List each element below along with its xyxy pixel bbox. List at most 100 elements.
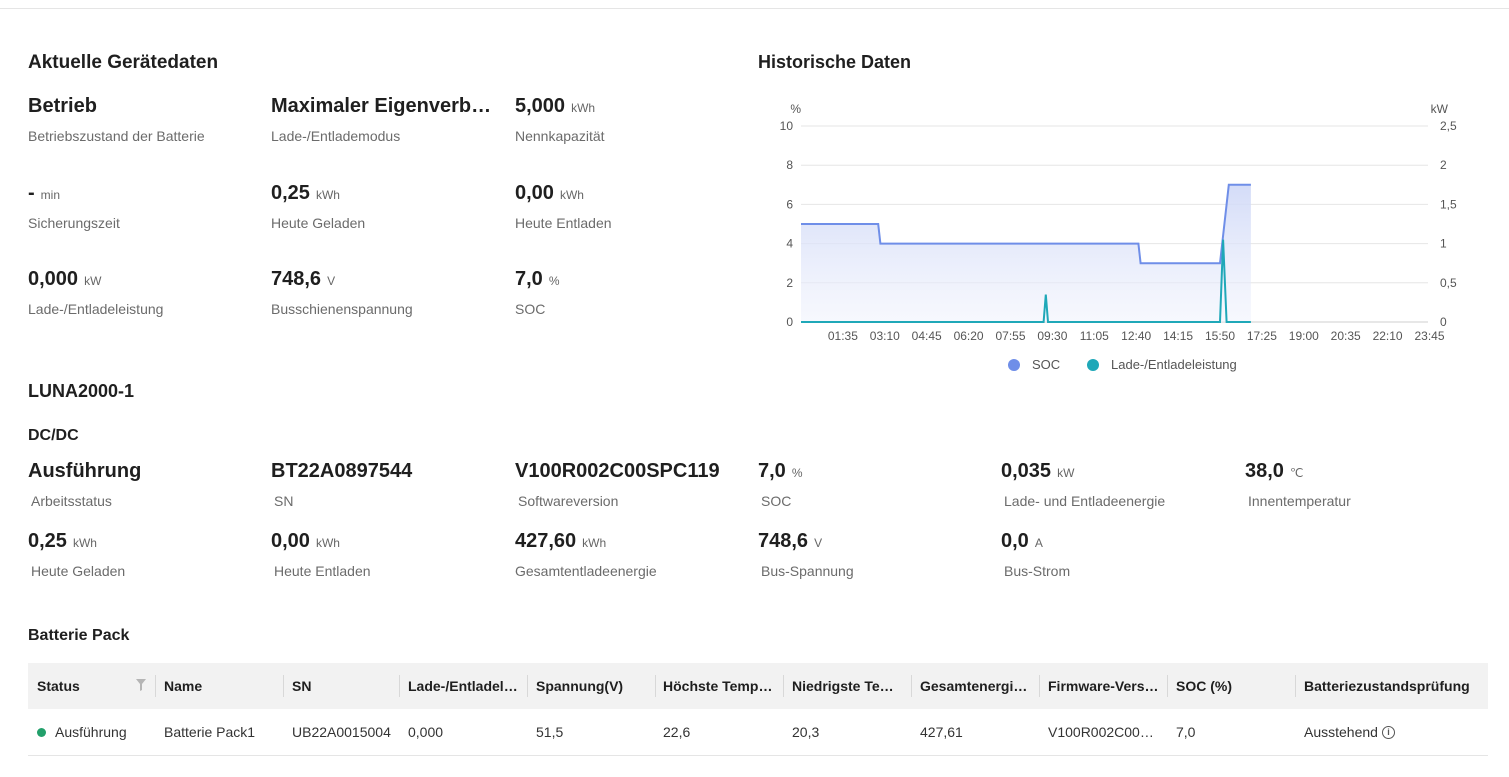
table-row[interactable]: Ausführung Batterie Pack1 UB22A0015004 0… (28, 709, 1488, 756)
y-right-tick-label: 0 (1440, 315, 1447, 329)
metric-rated-capacity: 5,000 kWh Nennkapazität (515, 95, 605, 144)
column-divider (911, 675, 912, 697)
device-metric-energy: 0,035 kW Lade- und Entladeenergie (1001, 460, 1165, 509)
soc-area (801, 184, 1251, 322)
col-firmware[interactable]: Firmware-Version (1048, 678, 1160, 694)
col-name[interactable]: Name (164, 678, 203, 694)
top-divider (0, 8, 1509, 9)
y-left-tick-label: 10 (780, 119, 794, 133)
cell-voltage: 51,5 (536, 724, 564, 740)
current-data-title: Aktuelle Gerätedaten (28, 52, 219, 73)
col-min-temp[interactable]: Niedrigste Temperatur(℃) (792, 678, 904, 694)
metric-label: SOC (761, 493, 792, 509)
metric-value: 427,60 (515, 530, 577, 552)
metric-label: SOC (515, 301, 546, 317)
x-tick-label: 15:50 (1205, 329, 1235, 343)
metric-label: Lade- und Entladeenergie (1004, 493, 1166, 509)
column-divider (1039, 675, 1040, 697)
y-left-tick-label: 2 (786, 276, 793, 290)
y-right-tick-label: 1,5 (1440, 197, 1457, 211)
metric-battery-status: Betrieb Betriebszustand der Batterie (28, 95, 205, 144)
metric-value: 0,0 (1001, 530, 1029, 552)
metric-label: Bus-Spannung (761, 563, 854, 579)
metric-label: SN (274, 493, 294, 509)
metric-value: 0,00 (515, 182, 554, 204)
dcdc-section-title: DC/DC (28, 427, 79, 444)
metric-today-charged: 0,25 kWh Heute Geladen (271, 182, 365, 231)
metric-label: Lade-/Entladeleistung (28, 301, 164, 317)
legend-soc-marker (1008, 358, 1020, 371)
column-divider (399, 675, 400, 697)
col-max-temp[interactable]: Höchste Temperatur(℃) (663, 678, 775, 694)
filter-icon[interactable] (136, 679, 146, 691)
device-metric-bus-voltage: 748,6 V Bus-Spannung (758, 530, 854, 579)
col-soc[interactable]: SOC (%) (1176, 678, 1232, 694)
y-left-unit: % (790, 102, 801, 116)
col-power[interactable]: Lade-/Entladeleistung(kW) (408, 678, 520, 694)
y-right-unit: kW (1431, 102, 1449, 116)
cell-status: Ausführung (37, 709, 157, 755)
y-right-tick-label: 2,5 (1440, 119, 1457, 133)
metric-value: 0,000 (28, 268, 79, 290)
metric-unit: V (327, 274, 336, 288)
metric-value: 7,0 (515, 268, 543, 290)
metric-label: Heute Geladen (271, 215, 366, 231)
metric-unit: kWh (571, 101, 596, 115)
legend-soc[interactable]: SOC (1008, 357, 1060, 372)
col-sn[interactable]: SN (292, 678, 312, 694)
x-tick-label: 19:00 (1289, 329, 1319, 343)
metric-bus-voltage: 748,6 V Busschienenspannung (271, 268, 413, 317)
metric-label: Betriebszustand der Batterie (28, 128, 205, 144)
x-tick-label: 07:55 (995, 329, 1025, 343)
x-tick-label: 03:10 (870, 329, 900, 343)
metric-unit: kW (1057, 466, 1075, 480)
device-metric-total-discharge: 427,60 kWh Gesamtentladeenergie (515, 530, 657, 579)
x-tick-label: 12:40 (1121, 329, 1151, 343)
battery-pack-table: Status Name SN Lade-/Entladeleistung(kW)… (28, 663, 1488, 756)
device-metric-sn: BT22A0897544 SN (271, 460, 412, 509)
metric-value: 38,0 (1245, 460, 1284, 482)
metric-value: 5,000 (515, 95, 566, 117)
legend-power[interactable]: Lade-/Entladeleistung (1087, 357, 1237, 372)
metric-label: Gesamtentladeenergie (515, 563, 657, 579)
x-tick-label: 14:15 (1163, 329, 1193, 343)
legend-soc-label: SOC (1032, 357, 1061, 372)
metric-label: Heute Geladen (31, 563, 126, 579)
x-tick-label: 20:35 (1331, 329, 1361, 343)
metric-unit: % (548, 274, 560, 288)
metric-unit: % (791, 466, 803, 480)
metric-unit: kWh (315, 536, 340, 550)
col-health-check[interactable]: Batteriezustandsprüfung (1304, 678, 1470, 694)
metric-unit: kWh (72, 536, 97, 550)
x-tick-label: 17:25 (1247, 329, 1277, 343)
metric-value: 0,25 (28, 530, 67, 552)
col-total-energy[interactable]: Gesamtenergie(kWh) (920, 678, 1032, 694)
cell-name: Batterie Pack1 (164, 724, 256, 740)
metric-value: - (28, 182, 35, 204)
metric-unit: kW (84, 274, 102, 288)
info-icon[interactable]: i (1381, 725, 1395, 739)
metric-label: Busschienenspannung (271, 301, 413, 317)
column-divider (155, 675, 156, 697)
history-chart[interactable]: 10 2,5 8 2 6 1,5 4 1 2 0,5 0 0% kW 01:35 03:10 04:45 06:… (758, 92, 1458, 352)
cell-health-check[interactable]: Ausstehend i (1304, 709, 1484, 755)
battery-pack-title: Batterie Pack (28, 627, 130, 644)
legend-power-marker (1087, 358, 1099, 371)
y-right-tick-label: 1 (1440, 237, 1447, 251)
column-divider (1167, 675, 1168, 697)
x-tick-label: 06:20 (954, 329, 984, 343)
y-right-tick-label: 0,5 (1440, 276, 1457, 290)
col-voltage[interactable]: Spannung(V) (536, 678, 624, 694)
y-left-tick-label: 8 (786, 158, 793, 172)
cell-firmware: V100R002C00SPC119 (1048, 724, 1160, 740)
device-metric-status: Ausführung Arbeitsstatus (28, 460, 141, 509)
metric-unit: min (40, 188, 61, 202)
metric-label: Heute Entladen (515, 215, 612, 231)
cell-min-temp: 20,3 (792, 724, 820, 740)
col-status[interactable]: Status (37, 678, 80, 694)
cell-total-energy: 427,61 (920, 724, 963, 740)
x-tick-label: 11:05 (1080, 329, 1109, 343)
soc-series-line (801, 183, 1251, 265)
metric-soc: 7,0% SOC (515, 268, 559, 317)
cell-sn: UB22A0015004 (292, 724, 391, 740)
